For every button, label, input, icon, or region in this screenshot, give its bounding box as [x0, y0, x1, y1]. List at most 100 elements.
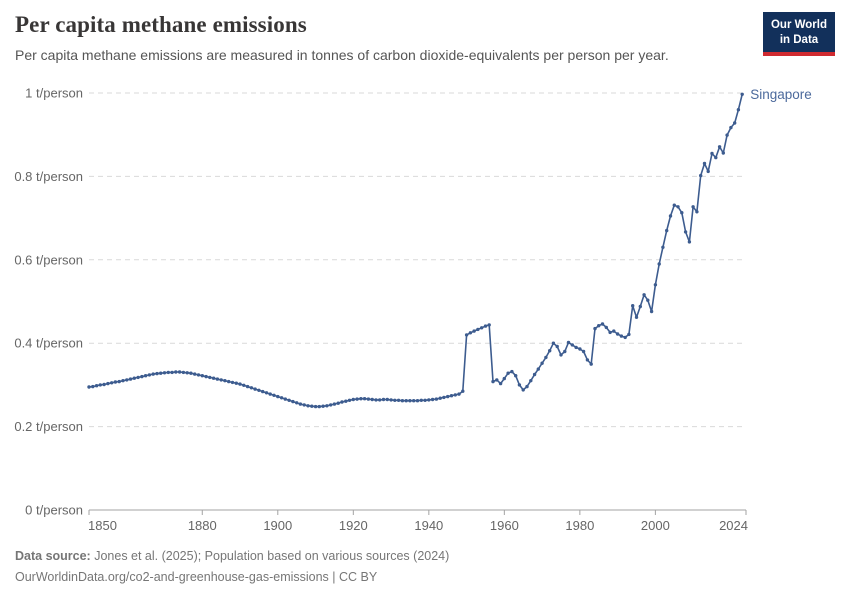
data-point — [291, 399, 295, 404]
data-point — [185, 371, 189, 375]
data-point — [128, 377, 133, 381]
data-point — [472, 329, 476, 333]
data-point — [106, 381, 110, 386]
data-point — [211, 376, 216, 380]
data-point — [125, 378, 129, 382]
data-point — [612, 329, 616, 333]
chart-footer: Data source: Jones et al. (2025); Popula… — [15, 546, 835, 588]
data-point — [325, 404, 329, 408]
data-point — [189, 371, 193, 375]
data-line — [88, 94, 743, 408]
data-point — [430, 397, 435, 402]
data-point — [721, 151, 725, 155]
data-point — [676, 205, 680, 209]
data-point — [196, 373, 201, 377]
data-point — [94, 384, 99, 388]
data-point — [264, 391, 269, 395]
data-point — [147, 373, 152, 377]
data-point — [446, 394, 450, 399]
x-tick-label: 2024 — [719, 518, 748, 533]
y-tick-label: 0.4 t/person — [14, 336, 83, 351]
data-point — [476, 327, 480, 332]
data-point — [287, 398, 291, 402]
data-point — [408, 399, 412, 403]
data-point — [381, 397, 386, 402]
data-point — [578, 347, 582, 351]
data-point — [600, 322, 605, 326]
x-tick-label: 1960 — [490, 518, 519, 533]
data-point — [699, 173, 703, 178]
data-point — [110, 381, 114, 385]
data-point — [238, 382, 242, 386]
chart-header: Per capita methane emissions Per capita … — [15, 12, 835, 63]
data-point — [464, 333, 469, 337]
data-point — [208, 375, 212, 380]
data-point — [102, 382, 106, 387]
data-point — [366, 397, 371, 401]
data-point — [604, 325, 608, 330]
data-point — [683, 230, 688, 234]
data-point — [740, 92, 744, 97]
data-point — [412, 399, 416, 403]
data-point — [427, 398, 431, 402]
data-point — [329, 403, 333, 407]
data-point — [706, 169, 710, 174]
data-point — [117, 379, 121, 384]
x-tick-label: 1920 — [339, 518, 368, 533]
data-point — [555, 344, 559, 349]
data-point — [480, 326, 484, 330]
data-point — [574, 345, 578, 350]
data-point — [517, 383, 522, 387]
page-title: Per capita methane emissions — [15, 12, 307, 37]
data-point — [276, 394, 280, 399]
data-point — [521, 388, 525, 392]
license-line: OurWorldinData.org/co2-and-greenhouse-ga… — [15, 570, 378, 584]
data-point — [332, 402, 337, 406]
data-point — [668, 214, 673, 218]
data-point — [570, 343, 574, 347]
data-point — [378, 398, 382, 402]
data-point — [298, 402, 303, 406]
data-point — [714, 155, 718, 160]
x-tick-label: 1900 — [263, 518, 292, 533]
data-point — [317, 404, 321, 409]
entity-label: Singapore — [750, 87, 812, 102]
data-point — [351, 397, 355, 402]
data-point — [657, 262, 661, 266]
data-point — [336, 401, 340, 405]
data-point — [151, 372, 155, 376]
data-point — [585, 358, 590, 362]
data-point — [230, 380, 235, 385]
data-point — [347, 398, 352, 402]
data-point — [510, 369, 514, 374]
data-point — [400, 399, 405, 403]
y-tick-label: 0 t/person — [25, 503, 83, 518]
data-point — [695, 210, 699, 214]
data-point — [483, 324, 488, 328]
data-point — [548, 349, 552, 353]
data-point — [691, 205, 695, 209]
data-point — [710, 151, 714, 156]
data-point — [597, 324, 601, 328]
data-source-line: Data source: Jones et al. (2025); Popula… — [15, 546, 835, 567]
data-point — [242, 383, 246, 387]
data-point — [566, 340, 571, 345]
data-point — [113, 380, 118, 384]
data-point — [536, 367, 540, 371]
data-point — [419, 398, 423, 402]
data-point — [665, 228, 669, 233]
data-point — [581, 349, 586, 354]
data-point — [642, 293, 646, 297]
data-point — [177, 370, 182, 374]
data-point — [174, 370, 178, 374]
data-point — [638, 304, 642, 309]
data-point — [121, 379, 125, 383]
data-point — [589, 362, 593, 366]
data-point — [442, 395, 446, 400]
data-point — [302, 403, 306, 407]
data-point — [295, 401, 299, 405]
data-point — [461, 389, 465, 393]
data-point — [593, 326, 597, 331]
data-point — [91, 384, 95, 389]
data-point — [344, 399, 348, 403]
